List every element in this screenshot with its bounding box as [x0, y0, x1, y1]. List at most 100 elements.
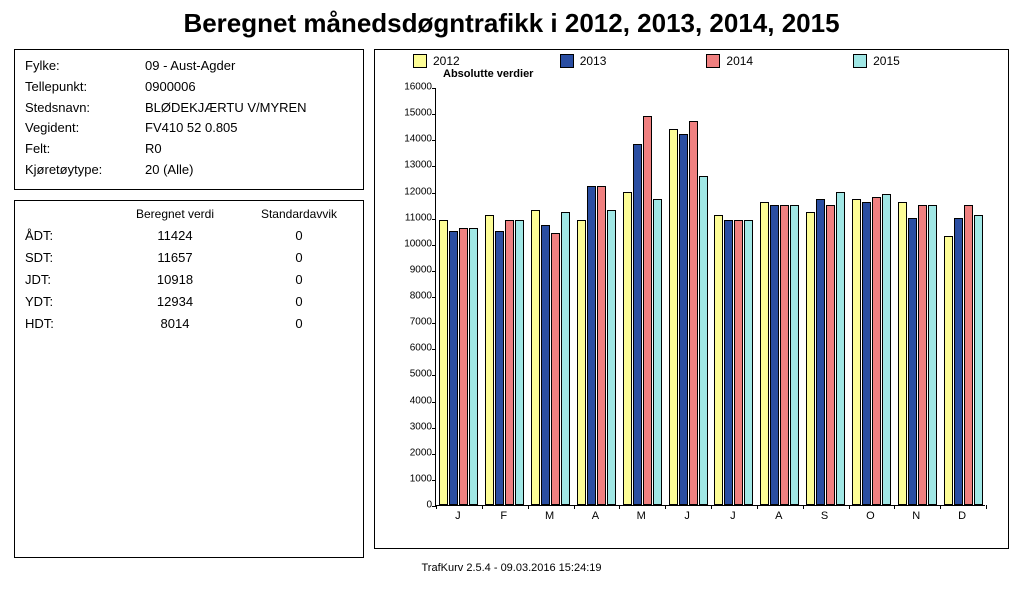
plot-area: 0100020003000400050006000700080009000100…	[435, 88, 985, 506]
bar	[918, 205, 927, 505]
bar	[836, 192, 845, 506]
legend-item: 2015	[853, 54, 900, 68]
main-layout: Fylke:09 - Aust-AgderTellepunkt:0900006S…	[0, 49, 1023, 558]
info-value: 0900006	[145, 77, 353, 98]
stats-value: 10918	[105, 269, 245, 291]
bar	[964, 205, 973, 505]
x-axis-label: M	[545, 510, 554, 522]
stats-std: 0	[245, 225, 353, 247]
x-axis-label: F	[500, 510, 507, 522]
bar	[954, 218, 963, 505]
legend-label: 2014	[726, 54, 753, 68]
x-axis-label: J	[455, 510, 461, 522]
x-axis-label: A	[592, 510, 599, 522]
bar	[459, 228, 468, 505]
y-axis-label: 13000	[404, 160, 436, 171]
y-axis-label: 5000	[410, 369, 436, 380]
info-panel: Fylke:09 - Aust-AgderTellepunkt:0900006S…	[14, 49, 364, 190]
stats-label: YDT:	[25, 291, 105, 313]
legend-swatch	[853, 54, 867, 68]
bar	[541, 225, 550, 505]
stats-value: 11657	[105, 247, 245, 269]
x-axis-label: O	[866, 510, 875, 522]
info-label: Tellepunkt:	[25, 77, 145, 98]
stats-value: 11424	[105, 225, 245, 247]
x-axis-labels: JFMAMJJASOND	[435, 506, 1000, 524]
bar	[734, 220, 743, 505]
info-row: Vegident:FV410 52 0.805	[25, 118, 353, 139]
bar	[607, 210, 616, 505]
bar	[780, 205, 789, 505]
bar	[816, 199, 825, 505]
y-axis-label: 12000	[404, 186, 436, 197]
bar	[852, 199, 861, 505]
bar	[944, 236, 953, 505]
bar	[974, 215, 983, 505]
stats-std: 0	[245, 269, 353, 291]
info-label: Vegident:	[25, 118, 145, 139]
y-axis-label: 4000	[410, 395, 436, 406]
y-axis-label: 8000	[410, 291, 436, 302]
info-label: Kjøretøytype:	[25, 160, 145, 181]
stats-header: Beregnet verdi Standardavvik	[25, 207, 353, 221]
bar	[469, 228, 478, 505]
legend-label: 2015	[873, 54, 900, 68]
bar	[551, 233, 560, 505]
page-title: Beregnet månedsdøgntrafikk i 2012, 2013,…	[0, 8, 1023, 39]
legend-item: 2013	[560, 54, 607, 68]
y-axis-label: 14000	[404, 134, 436, 145]
stats-std: 0	[245, 247, 353, 269]
bar	[679, 134, 688, 505]
bar	[872, 197, 881, 505]
chart-legend: 2012 2013 2014 2015	[383, 54, 1000, 68]
x-axis-label: A	[775, 510, 782, 522]
legend-label: 2012	[433, 54, 460, 68]
info-row: Stedsnavn:BLØDEKJÆRTU V/MYREN	[25, 98, 353, 119]
bar	[623, 192, 632, 506]
stats-header-value: Beregnet verdi	[105, 207, 245, 221]
bar	[577, 220, 586, 505]
bar	[505, 220, 514, 505]
footer-text: TrafKurv 2.5.4 - 09.03.2016 15:24:19	[0, 562, 1023, 574]
bar	[714, 215, 723, 505]
info-row: Kjøretøytype:20 (Alle)	[25, 160, 353, 181]
x-axis-label: S	[821, 510, 828, 522]
bar	[449, 231, 458, 505]
bar	[928, 205, 937, 505]
bar	[633, 144, 642, 505]
info-label: Stedsnavn:	[25, 98, 145, 119]
bar	[643, 116, 652, 505]
info-row: Tellepunkt:0900006	[25, 77, 353, 98]
y-axis-label: 1000	[410, 473, 436, 484]
bar	[744, 220, 753, 505]
chart-wrap: 0100020003000400050006000700080009000100…	[435, 88, 1000, 526]
stats-row: YDT:129340	[25, 291, 353, 313]
info-value: R0	[145, 139, 353, 160]
bar	[515, 220, 524, 505]
y-axis-label: 2000	[410, 447, 436, 458]
y-axis-label: 3000	[410, 421, 436, 432]
stats-label: JDT:	[25, 269, 105, 291]
y-axis-label: 11000	[405, 212, 436, 223]
legend-label: 2013	[580, 54, 607, 68]
info-value: FV410 52 0.805	[145, 118, 353, 139]
stats-header-std: Standardavvik	[245, 207, 353, 221]
bar	[561, 212, 570, 505]
legend-swatch	[706, 54, 720, 68]
stats-std: 0	[245, 313, 353, 335]
bar	[669, 129, 678, 505]
bar	[724, 220, 733, 505]
y-axis-label: 15000	[404, 108, 436, 119]
info-label: Felt:	[25, 139, 145, 160]
bar	[495, 231, 504, 505]
stats-label: ÅDT:	[25, 225, 105, 247]
left-column: Fylke:09 - Aust-AgderTellepunkt:0900006S…	[14, 49, 364, 558]
stats-header-blank	[25, 207, 105, 221]
x-axis-label: D	[958, 510, 966, 522]
y-axis-label: 16000	[404, 82, 436, 93]
bar	[587, 186, 596, 505]
info-row: Fylke:09 - Aust-Agder	[25, 56, 353, 77]
x-axis-label: J	[684, 510, 690, 522]
y-axis-label: 7000	[410, 317, 436, 328]
x-axis-label: M	[637, 510, 646, 522]
